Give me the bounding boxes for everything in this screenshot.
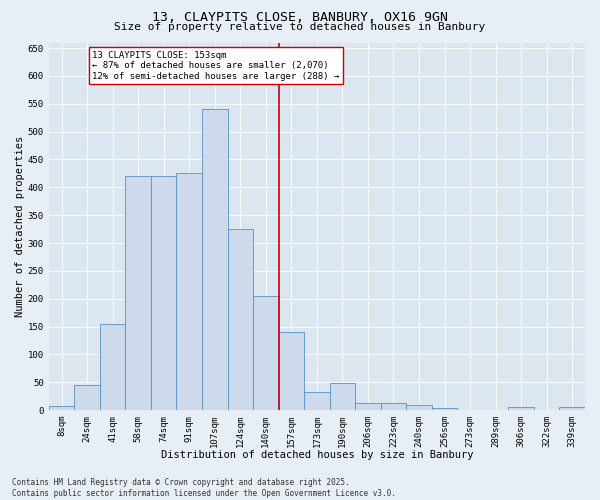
Bar [74,385,100,410]
Bar [125,176,151,410]
Bar [202,110,227,410]
Bar [253,296,278,410]
Bar [329,384,355,410]
Bar [227,229,253,410]
Text: Size of property relative to detached houses in Banbury: Size of property relative to detached ho… [115,22,485,32]
Bar [559,407,585,410]
Bar [176,174,202,410]
Bar [49,406,74,410]
Bar [151,176,176,410]
Bar [432,408,457,410]
Text: 13, CLAYPITS CLOSE, BANBURY, OX16 9GN: 13, CLAYPITS CLOSE, BANBURY, OX16 9GN [152,11,448,24]
Bar [508,407,534,410]
Bar [278,332,304,410]
Bar [100,324,125,410]
Bar [406,404,432,410]
Text: Contains HM Land Registry data © Crown copyright and database right 2025.
Contai: Contains HM Land Registry data © Crown c… [12,478,396,498]
X-axis label: Distribution of detached houses by size in Banbury: Distribution of detached houses by size … [161,450,473,460]
Bar [381,403,406,410]
Bar [304,392,329,410]
Bar [355,403,381,410]
Text: 13 CLAYPITS CLOSE: 153sqm
← 87% of detached houses are smaller (2,070)
12% of se: 13 CLAYPITS CLOSE: 153sqm ← 87% of detac… [92,51,340,80]
Y-axis label: Number of detached properties: Number of detached properties [15,136,25,317]
